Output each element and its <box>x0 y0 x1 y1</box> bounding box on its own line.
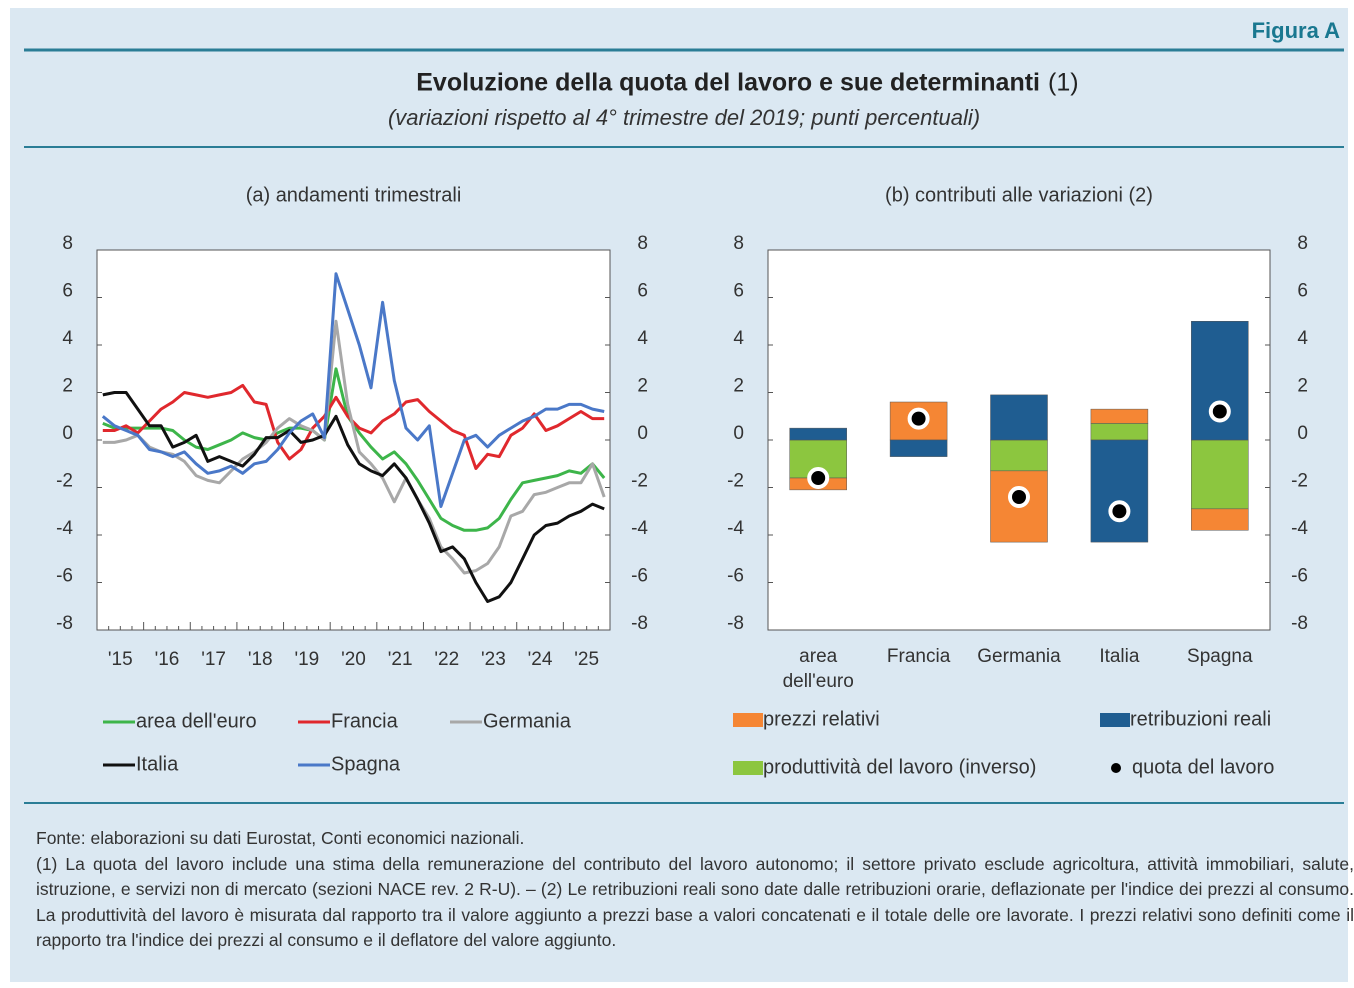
y-tick-label: -8 <box>56 613 73 634</box>
y-tick-label: -2 <box>727 471 744 492</box>
x-tick-label: '18 <box>248 649 273 670</box>
y2-tick-label: -8 <box>631 613 648 634</box>
y2-tick-label: -4 <box>631 518 648 539</box>
subtitle: (variazioni rispetto al 4° trimestre del… <box>388 105 980 130</box>
figure-label: Figura A <box>1252 18 1341 43</box>
x-tick-label: '20 <box>341 649 366 670</box>
y-tick-label: 2 <box>62 376 73 397</box>
y2-tick-label: 8 <box>637 233 648 254</box>
y2-tick-label: 0 <box>637 423 648 444</box>
bar-segment <box>1090 423 1149 441</box>
point <box>1008 486 1030 508</box>
legend-label: Italia <box>136 753 179 775</box>
chart: Figura A Evoluzione della quota del lavo… <box>24 18 1344 804</box>
x-tick-label: Germania <box>977 646 1061 667</box>
point <box>1208 400 1231 423</box>
y2-tick-label: 6 <box>637 281 648 302</box>
legend-label: quota del lavoro <box>1132 756 1274 778</box>
y-tick-label: -4 <box>727 518 744 539</box>
x-tick-label: '22 <box>434 649 459 670</box>
bar-segment <box>990 394 1048 441</box>
x-tick-label: Francia <box>886 646 951 667</box>
series-line <box>102 391 605 603</box>
y-tick-label: 4 <box>62 328 73 349</box>
y2-tick-label: -2 <box>631 471 648 492</box>
panel-title: (b) contributi alle variazioni (2) <box>885 184 1153 206</box>
bar-segment <box>1191 439 1249 510</box>
panel-title: (a) andamenti trimestrali <box>246 184 462 206</box>
y2-tick-label: 6 <box>1297 281 1308 302</box>
legend-label: Spagna <box>331 753 401 775</box>
legend-label: prezzi relativi <box>763 708 880 730</box>
y-tick-label: -4 <box>56 518 73 539</box>
point <box>907 407 930 430</box>
y-tick-label: -2 <box>56 471 73 492</box>
y-tick-label: 0 <box>733 423 744 444</box>
legend-label: area dell'euro <box>136 710 257 732</box>
legend-label: Francia <box>331 710 399 732</box>
y-tick-label: 0 <box>62 423 73 444</box>
y2-tick-label: 2 <box>1297 376 1308 397</box>
x-tick-label: '25 <box>574 649 599 670</box>
y-tick-label: -6 <box>727 566 744 587</box>
title-note: (1) <box>1048 69 1079 97</box>
bar-segment <box>1191 508 1249 531</box>
y2-tick-label: 8 <box>1297 233 1308 254</box>
legend-label: produttività del lavoro (inverso) <box>763 756 1036 778</box>
y2-tick-label: 4 <box>637 328 648 349</box>
y-tick-label: -8 <box>727 613 744 634</box>
point <box>807 467 830 489</box>
plot-area <box>96 249 611 631</box>
y2-tick-label: -6 <box>631 566 648 587</box>
y-tick-label: 2 <box>733 376 744 397</box>
x-tick-label: '16 <box>155 649 180 670</box>
note: (1) La quota del lavoro include una stim… <box>36 853 1354 951</box>
x-tick-label: '23 <box>481 649 506 670</box>
y2-tick-label: -2 <box>1291 471 1308 492</box>
y-tick-label: -6 <box>56 566 73 587</box>
note: Fonte: elaborazioni su dati Eurostat, Co… <box>36 828 525 848</box>
legend-label: Germania <box>483 710 572 732</box>
legend-swatch <box>1111 763 1121 773</box>
x-tick-label: '24 <box>528 649 553 670</box>
legend-swatch <box>733 761 763 775</box>
x-tick-label: '21 <box>388 649 413 670</box>
y2-tick-label: 2 <box>637 376 648 397</box>
x-tick-label: area dell'euro <box>782 646 854 692</box>
y-tick-label: 4 <box>733 328 744 349</box>
bar-segment <box>1090 439 1149 543</box>
y2-tick-label: -6 <box>1291 566 1308 587</box>
x-tick-label: '19 <box>294 649 319 670</box>
series-line <box>101 272 605 508</box>
bar-segment <box>1090 408 1149 424</box>
bar-segment <box>990 439 1048 472</box>
series-line <box>102 319 606 575</box>
y2-tick-label: -8 <box>1291 613 1308 634</box>
y-tick-label: 8 <box>62 233 73 254</box>
y2-tick-label: 0 <box>1297 423 1308 444</box>
y-tick-label: 6 <box>62 281 73 302</box>
bar-segment <box>789 427 847 441</box>
x-tick-label: '17 <box>201 649 226 670</box>
y-tick-label: 8 <box>733 233 744 254</box>
x-tick-label: Spagna <box>1187 646 1253 667</box>
y-tick-label: 6 <box>733 281 744 302</box>
figure: Figura A Evoluzione della quota del lavo… <box>10 8 1354 982</box>
legend-label: retribuzioni reali <box>1130 708 1271 730</box>
x-tick-label: '15 <box>108 649 133 670</box>
x-tick-label: Italia <box>1099 646 1140 667</box>
notes: Fonte: elaborazioni su dati Eurostat, Co… <box>36 826 1354 954</box>
y2-tick-label: 4 <box>1297 328 1308 349</box>
title: Evoluzione della quota del lavoro e sue … <box>416 69 1040 97</box>
legend-swatch <box>733 713 763 727</box>
point <box>1108 500 1131 523</box>
legend-swatch <box>1100 713 1130 727</box>
y2-tick-label: -4 <box>1291 518 1308 539</box>
bar-segment <box>889 439 948 457</box>
